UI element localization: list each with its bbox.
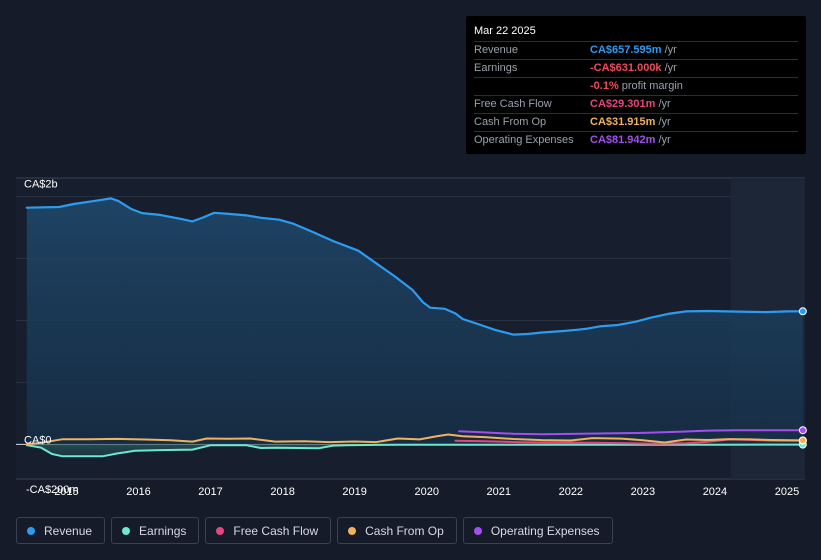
tooltip-label: Cash From Op (474, 116, 547, 128)
revenue-line (25, 197, 804, 336)
tooltip-value: CA$31.915m (590, 116, 656, 128)
chart-legend: Revenue Earnings Free Cash Flow Cash From O… (16, 517, 613, 546)
legend-label: Revenue (44, 523, 93, 538)
legend-item-earnings[interactable]: Earnings (111, 517, 200, 544)
tooltip-label: Free Cash Flow (474, 98, 552, 110)
x-tick-label: 2025 (775, 486, 799, 498)
tooltip-row: Free Cash Flow CA$29.301m/yr (474, 96, 798, 114)
tooltip-unit: profit margin (621, 80, 683, 92)
x-tick-label: 2020 (414, 486, 438, 498)
tooltip-unit: /yr (664, 44, 677, 56)
x-tick-label: 2019 (342, 486, 366, 498)
tooltip-value: CA$29.301m (590, 98, 656, 110)
earnings-line (25, 443, 804, 458)
legend-dot-icon (122, 526, 131, 535)
legend-label: Earnings (139, 523, 187, 538)
tooltip-unit: /yr (664, 62, 677, 74)
x-tick-label: 2024 (703, 486, 727, 498)
revenue-area (26, 198, 803, 445)
cash-from-op-endpoint-marker (798, 436, 807, 445)
x-tick-label: 2015 (54, 486, 78, 498)
tooltip-value: CA$657.595m (590, 44, 662, 56)
operating-expenses-endpoint-marker (798, 426, 807, 435)
tooltip-label: Earnings (474, 62, 518, 74)
tooltip-label: Revenue (474, 44, 519, 56)
revenue-endpoint-marker (798, 307, 807, 316)
legend-item-revenue[interactable]: Revenue (16, 517, 106, 544)
tooltip-value: CA$81.942m (590, 134, 656, 146)
x-tick-label: 2022 (559, 486, 583, 498)
legend-item-operating-expenses[interactable]: Operating Expenses (462, 517, 613, 544)
tooltip-unit: /yr (658, 98, 671, 110)
tooltip-value: -CA$631.000k (590, 62, 662, 74)
tooltip-row: Operating Expenses CA$81.942m/yr (474, 132, 798, 149)
hover-tooltip: Mar 22 2025 Revenue CA$657.595m/yr Earning… (466, 16, 806, 154)
legend-label: Free Cash Flow (233, 523, 319, 538)
legend-item-cash-from-op[interactable]: Cash From Op (337, 517, 457, 544)
operating-expenses-line (458, 429, 804, 436)
legend-dot-icon (473, 526, 482, 535)
y-tick-label: CA$2b (24, 179, 58, 191)
legend-label: Cash From Op (365, 523, 444, 538)
tooltip-row: Revenue CA$657.595m/yr (474, 42, 798, 60)
tooltip-label: Operating Expenses (474, 134, 574, 146)
x-tick-label: 2018 (270, 486, 294, 498)
tooltip-row: -0.1% profit margin (474, 78, 798, 96)
y-tick-label: -CA$200m (26, 484, 79, 496)
tooltip-date: Mar 22 2025 (474, 24, 798, 42)
legend-label: Operating Expenses (490, 523, 600, 538)
tooltip-row: Earnings -CA$631.000k/yr (474, 60, 798, 78)
legend-dot-icon (348, 526, 357, 535)
tooltip-label (474, 78, 590, 95)
tooltip-value: -0.1% (590, 80, 619, 92)
tooltip-unit: /yr (658, 134, 671, 146)
x-tick-label: 2016 (126, 486, 150, 498)
x-tick-label: 2023 (631, 486, 655, 498)
legend-dot-icon (27, 526, 35, 535)
y-tick-label: CA$0 (24, 434, 52, 446)
tooltip-unit: /yr (658, 116, 671, 128)
tooltip-row: Cash From Op CA$31.915m/yr (474, 114, 798, 132)
cash-from-op-line (25, 433, 804, 446)
x-tick-label: 2017 (198, 486, 222, 498)
legend-dot-icon (216, 526, 225, 535)
legend-item-free-cash-flow[interactable]: Free Cash Flow (205, 517, 332, 544)
x-tick-label: 2021 (487, 486, 511, 498)
